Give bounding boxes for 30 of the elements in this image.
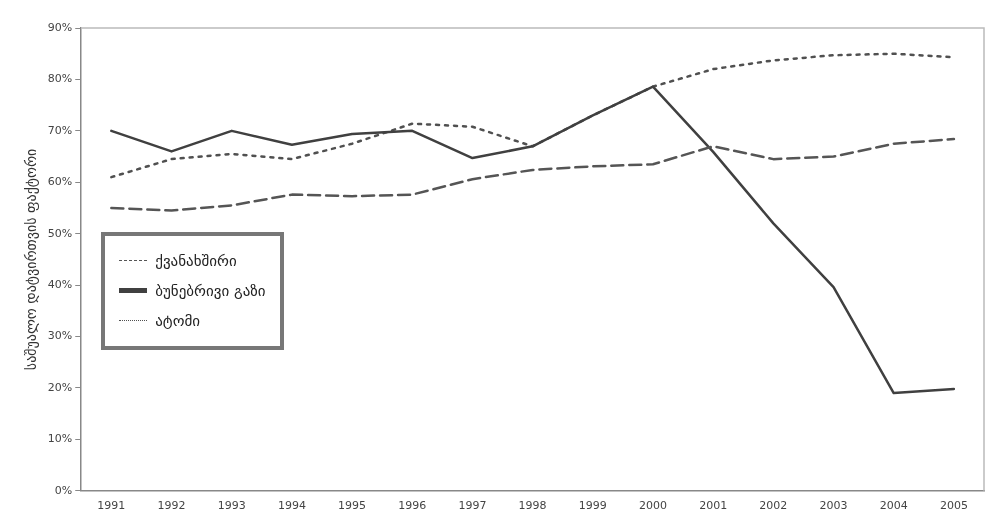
y-axis-title: საშუალო დატვირთვის ფაქტორი	[23, 148, 40, 371]
x-tick-label: 1998	[518, 499, 547, 513]
x-tick-label: 1992	[157, 499, 186, 513]
x-tick-label: 1994	[277, 499, 306, 513]
x-tick-label: 1993	[217, 499, 246, 513]
x-tick-label: 2003	[819, 499, 848, 513]
x-tick-label: 2005	[939, 499, 968, 513]
x-tick-label: 2001	[699, 499, 728, 513]
y-tick-label: 80%	[47, 72, 73, 86]
x-tick-label: 1995	[338, 499, 367, 513]
x-tick-label: 2002	[759, 499, 788, 513]
x-tick-label: 1999	[578, 499, 607, 513]
line-series	[110, 137, 956, 212]
x-tick-label: 1996	[398, 499, 427, 513]
legend-label: ბუნებრივი გაზი	[155, 281, 266, 300]
y-tick-label: 30%	[47, 329, 73, 343]
legend-label: ატომი	[155, 311, 201, 330]
y-tick-label: 20%	[47, 380, 73, 394]
y-tick-label: 40%	[47, 277, 73, 291]
x-tick-label: 1991	[97, 499, 126, 513]
x-tick-label: 2004	[879, 499, 908, 513]
legend-label: ქვანახშირი	[155, 251, 237, 270]
y-tick-label: 10%	[47, 432, 73, 446]
y-tick-label: 90%	[47, 20, 73, 34]
y-tick-label: 70%	[47, 123, 73, 137]
y-tick-label: 50%	[47, 226, 73, 240]
y-tick-label: 0%	[54, 483, 73, 497]
x-tick-label: 2000	[638, 499, 667, 513]
y-tick-label: 60%	[47, 175, 73, 189]
x-tick-label: 1997	[458, 499, 487, 513]
